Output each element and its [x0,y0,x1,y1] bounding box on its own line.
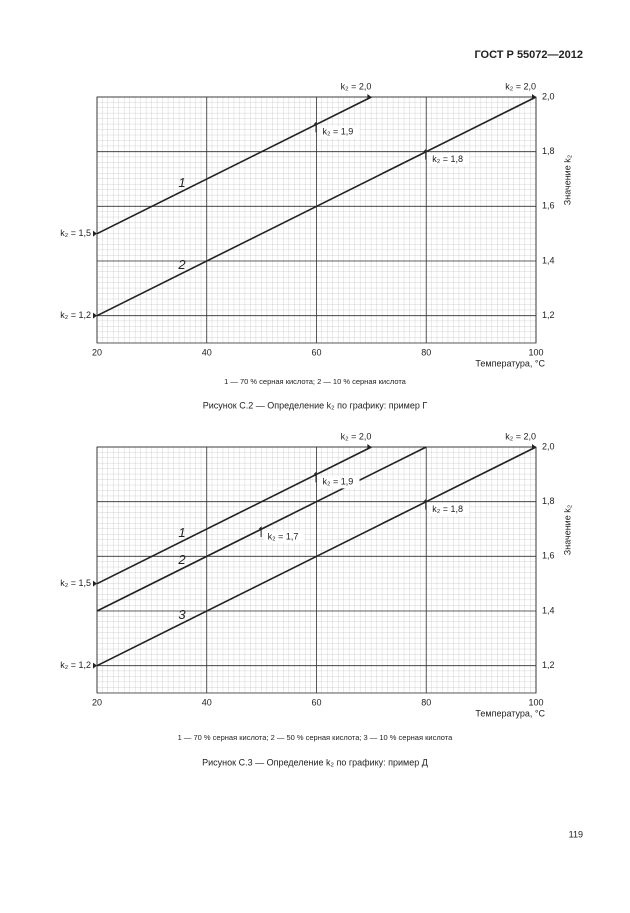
annotation: k₂ = 2,0 [505,431,536,441]
y-tick-label: 1,6 [542,201,555,211]
annotation-box [319,126,360,139]
x-tick-label: 100 [528,347,543,357]
annotation-arrow [93,312,97,319]
line-label: 2 [177,552,186,567]
data-line [96,96,537,317]
line-label: 1 [178,525,185,540]
x-tick-label: 80 [421,697,431,707]
annotation-arrow [532,444,536,450]
annotation: k₂ = 2,0 [341,81,372,91]
annotation-box [319,476,360,489]
legend-text: 1 — 70 % серная кислота; 2 — 10 % серная… [224,377,407,386]
y-tick-label: 1,4 [542,605,555,615]
line-label: 2 [177,257,186,272]
annotation-arrow [423,498,427,510]
x-tick-label: 60 [311,697,321,707]
annotation: k₂ = 1,8 [432,504,463,514]
y-tick-label: 2,0 [542,91,555,101]
annotation: k₂ = 1,5 [60,228,91,238]
y-axis-label: Значение k₂ [562,504,572,555]
header-title: ГОСТ Р 55072—2012 [474,49,583,61]
x-axis-label: Температура, °C [475,358,545,368]
annotation: k₂ = 2,0 [341,431,372,441]
annotation-box [264,531,305,543]
annotation: k₂ = 1,9 [323,477,354,487]
y-axis-label: Значение k₂ [562,154,572,205]
data-line [96,446,372,585]
x-tick-label: 100 [528,697,543,707]
page-number: 119 [569,829,583,839]
annotation: k₂ = 2,0 [505,81,536,91]
x-tick-label: 40 [202,347,212,357]
figure-caption: Рисунок С.2 — Определение k₂ по графику:… [203,400,428,410]
x-tick-label: 80 [421,347,431,357]
annotation: k₂ = 1,7 [268,531,299,541]
x-axis-label: Температура, °C [475,708,545,718]
y-tick-label: 1,2 [542,310,555,320]
line-label: 3 [178,607,186,622]
annotation-arrow [532,94,536,100]
x-tick-label: 60 [311,347,321,357]
y-tick-label: 1,6 [542,551,555,561]
y-tick-label: 1,4 [542,255,555,265]
line-label: 1 [178,175,185,190]
data-line [96,446,537,667]
annotation-arrow [93,580,97,587]
annotation: k₂ = 1,2 [60,660,91,670]
x-tick-label: 40 [202,697,212,707]
annotation-arrow [93,662,97,669]
annotation-arrow [367,444,372,450]
annotation-arrow [258,526,262,537]
x-tick-label: 20 [92,697,102,707]
annotation: k₂ = 1,8 [432,154,463,164]
x-tick-label: 20 [92,347,102,357]
legend-text: 1 — 70 % серная кислота; 2 — 50 % серная… [178,733,453,742]
annotation: k₂ = 1,5 [60,578,91,588]
annotation-arrow [367,94,372,100]
figure-caption: Рисунок С.3 — Определение k₂ по графику:… [202,757,428,767]
y-tick-label: 1,2 [542,660,555,670]
y-tick-label: 1,8 [542,496,555,506]
annotation-arrow [423,148,427,160]
data-line [96,96,372,235]
annotation-arrow [93,230,97,237]
annotation-box [429,503,470,516]
y-tick-label: 1,8 [542,146,555,156]
y-tick-label: 2,0 [542,441,555,451]
annotation-arrow [313,471,317,483]
annotation: k₂ = 1,2 [60,310,91,320]
annotation-box [429,153,470,166]
annotation-arrow [313,121,317,133]
annotation: k₂ = 1,9 [323,127,354,137]
